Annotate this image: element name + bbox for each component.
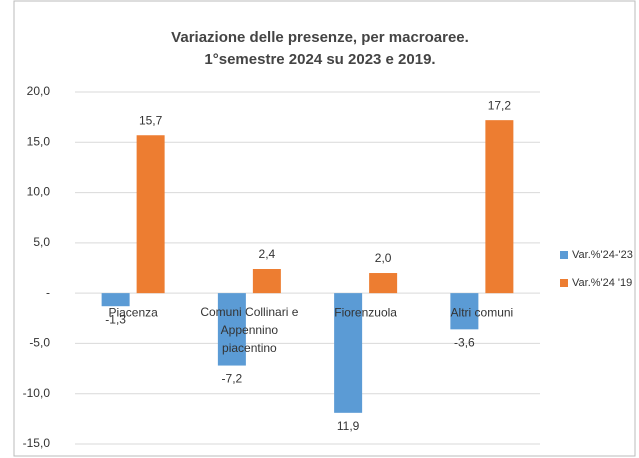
legend-swatch: [560, 279, 568, 287]
x-tick-label-line: Appennino: [221, 323, 279, 337]
chart-title: Variazione delle presenze, per macroaree…: [171, 29, 469, 46]
data-label: 2,0: [375, 251, 392, 265]
chart-subtitle: 1°semestre 2024 su 2023 e 2019.: [204, 51, 435, 68]
bar: [450, 293, 479, 330]
y-tick-label: 5,0: [33, 235, 50, 249]
data-label: 2,4: [259, 247, 276, 261]
data-label: 15,7: [139, 113, 163, 127]
x-tick-label: Altri comuni: [451, 305, 514, 319]
bar: [217, 293, 246, 366]
y-tick-label: -15,0: [23, 436, 51, 450]
bar: [252, 269, 281, 294]
y-tick-label: 20,0: [27, 84, 51, 98]
legend-label: Var.%'24-'23: [572, 249, 633, 261]
x-tick-label-line: piacentino: [222, 341, 277, 355]
data-label: -1,3: [105, 312, 126, 326]
y-tick-label: -5,0: [29, 336, 50, 350]
chart-frame: [13, 0, 636, 457]
y-tick-label: 10,0: [27, 185, 51, 199]
x-tick-label: Piacenza: [108, 305, 158, 319]
x-tick-label-line: Comuni Collinari e: [200, 305, 298, 319]
y-tick-label: 15,0: [27, 134, 51, 148]
bar: [485, 120, 514, 294]
bar: [369, 273, 398, 294]
y-tick-label: -10,0: [23, 386, 51, 400]
y-tick-label: -: [46, 285, 50, 299]
bar: [101, 293, 130, 307]
data-label: -3,6: [454, 336, 475, 350]
data-label: 17,2: [488, 98, 512, 112]
data-label: 11,9: [337, 419, 360, 433]
bar: [334, 293, 363, 413]
x-tick-label: Fiorenzuola: [334, 305, 397, 319]
bar: [136, 135, 165, 294]
legend-swatch: [560, 251, 568, 259]
x-tick-label: Comuni Collinari e Appennino piacentino: [200, 305, 298, 355]
data-label: -7,2: [222, 372, 243, 386]
legend-label: Var.%'24 '19: [572, 277, 632, 289]
